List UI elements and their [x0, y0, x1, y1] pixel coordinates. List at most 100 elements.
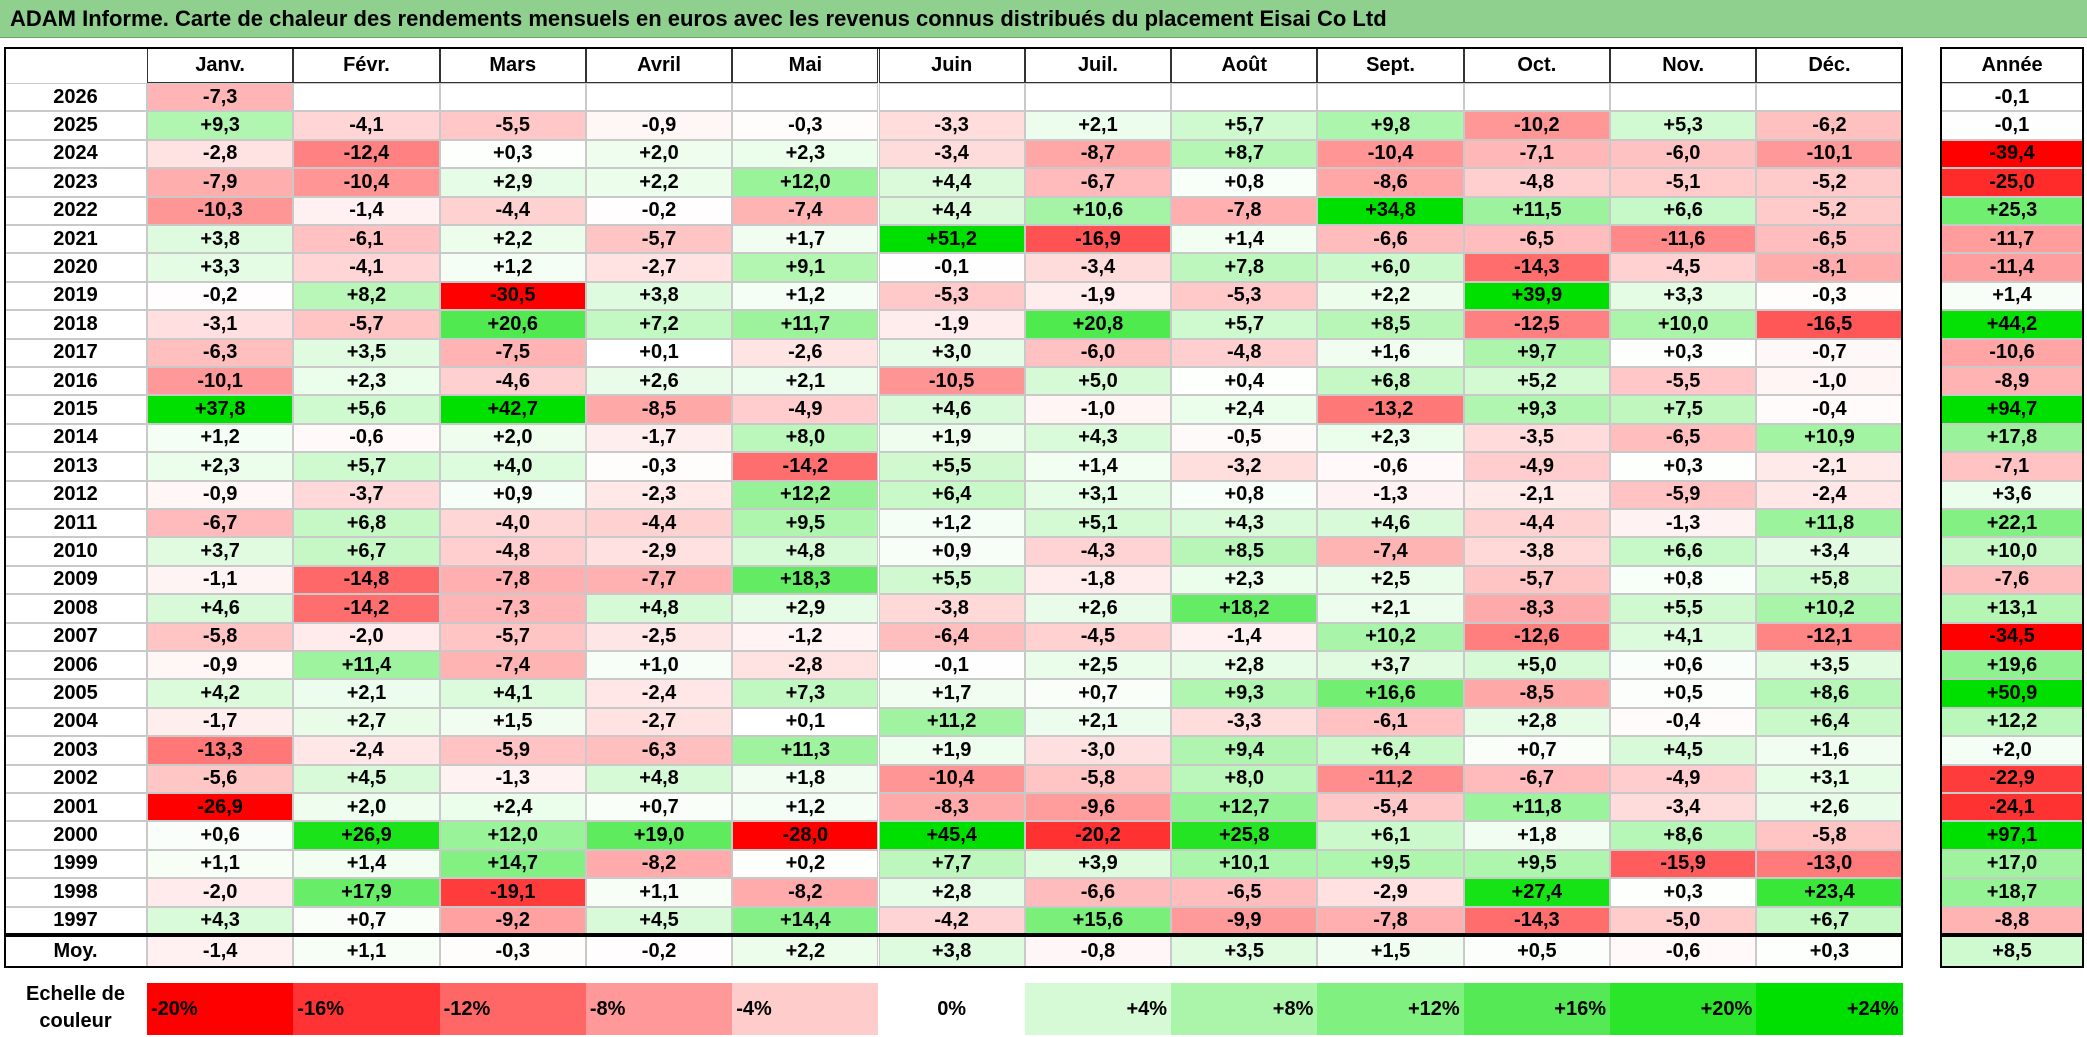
heatmap-cell: +4,8	[585, 764, 733, 793]
heatmap-cell: -5,1	[1610, 168, 1757, 197]
heatmap-cell: -8,1	[1756, 253, 1903, 282]
heatmap-cell: +0,7	[585, 793, 733, 822]
legend-swatch: +12%	[1317, 983, 1464, 1035]
heatmap-cell: +4,0	[439, 452, 586, 481]
heatmap-cell: -1,4	[1171, 622, 1318, 651]
heatmap-cell: +5,5	[878, 565, 1025, 595]
heatmap-cell: +1,1	[585, 878, 733, 907]
heatmap-cell: +0,7	[1024, 679, 1172, 708]
heatmap-cell: +1,2	[147, 423, 294, 453]
heatmap-cell: -7,3	[439, 594, 586, 623]
heatmap-cell: +0,6	[1610, 651, 1757, 680]
heatmap-cell: +2,4	[1171, 395, 1318, 424]
year-label: 2025	[4, 111, 147, 140]
year-label: 2021	[4, 225, 147, 254]
heatmap-cell: +4,5	[585, 906, 733, 935]
heatmap-cell: +2,5	[1024, 651, 1172, 680]
heatmap-cell: +11,5	[1463, 196, 1610, 225]
heatmap-cell	[878, 83, 1025, 112]
legend-swatch: -8%	[585, 983, 733, 1035]
month-header: Avril	[585, 47, 733, 83]
heatmap-cell: +2,0	[439, 423, 586, 453]
heatmap-cell: -2,4	[293, 736, 440, 765]
annual-cell: -8,8	[1940, 906, 2084, 935]
heatmap-cell: +8,7	[1171, 139, 1318, 169]
legend-title: Echelle de couleur	[4, 981, 147, 1035]
heatmap-cell: +8,2	[293, 281, 440, 311]
month-header: Janv.	[147, 47, 294, 83]
heatmap-cell: -3,2	[1171, 452, 1318, 481]
heatmap-cell: +37,8	[147, 395, 294, 424]
heatmap-cell: +27,4	[1463, 878, 1610, 907]
heatmap-cell: +5,6	[293, 395, 440, 424]
heatmap-cell: +12,0	[439, 821, 586, 850]
heatmap-cell: -10,1	[1756, 139, 1903, 169]
heatmap-cell: +10,2	[1756, 594, 1903, 623]
heatmap-cell: -30,5	[439, 281, 586, 311]
heatmap-cell: -2,4	[1756, 480, 1903, 509]
heatmap-cell: +11,8	[1463, 793, 1610, 822]
heatmap-cell: +0,3	[1610, 338, 1757, 367]
heatmap-cell	[439, 83, 586, 112]
legend-swatch: +16%	[1463, 983, 1610, 1035]
heatmap-cell: +0,7	[1463, 736, 1610, 765]
heatmap-cell: +2,4	[439, 793, 586, 822]
annual-cell: +22,1	[1940, 509, 2084, 538]
heatmap-cell: +4,3	[1024, 423, 1172, 453]
annual-cell: +19,6	[1940, 651, 2084, 680]
year-label: 2002	[4, 764, 147, 793]
heatmap-cell: -11,2	[1317, 764, 1464, 793]
heatmap-cell: -2,9	[1317, 878, 1464, 907]
heatmap-cell: +1,6	[1756, 736, 1903, 765]
annual-cell: -25,0	[1940, 168, 2084, 197]
heatmap-cell: +0,8	[1171, 168, 1318, 197]
heatmap-cell: +1,0	[585, 651, 733, 680]
heatmap-cell: +20,8	[1024, 310, 1172, 339]
heatmap-cell: +25,8	[1171, 821, 1318, 850]
heatmap-cell: +5,5	[1610, 594, 1757, 623]
annual-cell: -7,6	[1940, 565, 2084, 595]
heatmap-cell: +7,5	[1610, 395, 1757, 424]
heatmap-cell: +6,6	[1610, 537, 1757, 566]
heatmap-cell: -0,1	[878, 651, 1025, 680]
heatmap-cell: -1,2	[732, 622, 879, 651]
year-label: 2003	[4, 736, 147, 765]
heatmap-cell: +10,9	[1756, 423, 1903, 453]
heatmap-cell: -2,8	[147, 139, 294, 169]
average-cell: -1,4	[147, 935, 294, 968]
heatmap-cell: -4,8	[1171, 338, 1318, 367]
heatmap-cell: +20,6	[439, 310, 586, 339]
heatmap-cell: +0,3	[439, 139, 586, 169]
heatmap-cell: -3,0	[1024, 736, 1172, 765]
heatmap-cell: -2,4	[585, 679, 733, 708]
month-header: Sept.	[1317, 47, 1464, 83]
heatmap-cell: +2,8	[878, 878, 1025, 907]
heatmap-cell: +11,2	[878, 707, 1025, 737]
heatmap-cell: +4,4	[878, 196, 1025, 225]
heatmap-cell: -10,4	[1317, 139, 1464, 169]
heatmap-cell: +4,3	[147, 906, 294, 935]
heatmap-cell: +9,3	[1463, 395, 1610, 424]
heatmap-cell: -12,4	[293, 139, 440, 169]
heatmap-cell: -8,3	[878, 793, 1025, 822]
heatmap-cell: -6,1	[1317, 707, 1464, 737]
heatmap-cell: +1,4	[1171, 225, 1318, 254]
heatmap-cell: +2,0	[293, 793, 440, 822]
heatmap-cell: -2,6	[732, 338, 879, 367]
heatmap-cell: +15,6	[1024, 906, 1172, 935]
year-label: 2014	[4, 423, 147, 453]
heatmap-cell: +2,2	[1317, 281, 1464, 311]
heatmap-cell: +10,0	[1610, 310, 1757, 339]
heatmap-cell: -6,7	[1463, 764, 1610, 793]
year-header: Année	[1940, 47, 2084, 83]
heatmap-cell: -8,6	[1317, 168, 1464, 197]
heatmap-cell: +34,8	[1317, 196, 1464, 225]
heatmap-cell: +0,9	[439, 480, 586, 509]
average-cell: +3,5	[1171, 935, 1318, 968]
heatmap-cell: -12,6	[1463, 622, 1610, 651]
year-label: 2020	[4, 253, 147, 282]
heatmap-cell: +4,6	[147, 594, 294, 623]
heatmap-cell: +6,1	[1317, 821, 1464, 850]
year-label: 2008	[4, 594, 147, 623]
average-label: Moy.	[4, 935, 147, 968]
